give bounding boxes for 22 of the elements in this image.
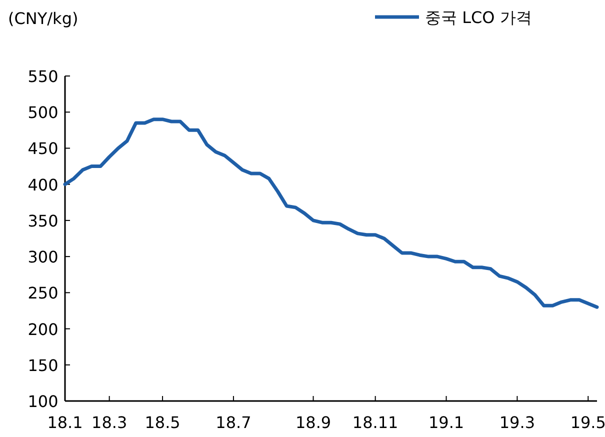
y-tick-label: 200 bbox=[28, 320, 58, 339]
y-tick-label: 350 bbox=[28, 211, 58, 230]
y-tick-label: 450 bbox=[28, 139, 58, 158]
y-tick-label: 100 bbox=[28, 392, 58, 411]
x-tick-label: 18.1 bbox=[47, 413, 83, 432]
y-tick-label: 150 bbox=[28, 356, 58, 375]
x-tick-label: 18.11 bbox=[352, 413, 398, 432]
x-tick-label: 18.3 bbox=[92, 413, 128, 432]
x-tick-label: 18.5 bbox=[144, 413, 180, 432]
x-tick-label: 19.1 bbox=[428, 413, 464, 432]
y-tick-label: 500 bbox=[28, 103, 58, 122]
legend-label: 중국 LCO 가격 bbox=[425, 8, 532, 27]
y-axis-title: (CNY/kg) bbox=[8, 9, 78, 28]
x-tick-label: 18.9 bbox=[295, 413, 332, 432]
y-tick-label: 300 bbox=[28, 248, 58, 267]
x-tick-label: 18.7 bbox=[216, 413, 252, 432]
x-tick-label: 19.5 bbox=[570, 413, 605, 432]
y-tick-label: 400 bbox=[28, 175, 58, 194]
line-series bbox=[63, 118, 599, 309]
y-tick-label: 250 bbox=[28, 284, 58, 303]
y-tick-label: 550 bbox=[28, 67, 58, 86]
x-tick-label: 19.3 bbox=[499, 413, 536, 432]
